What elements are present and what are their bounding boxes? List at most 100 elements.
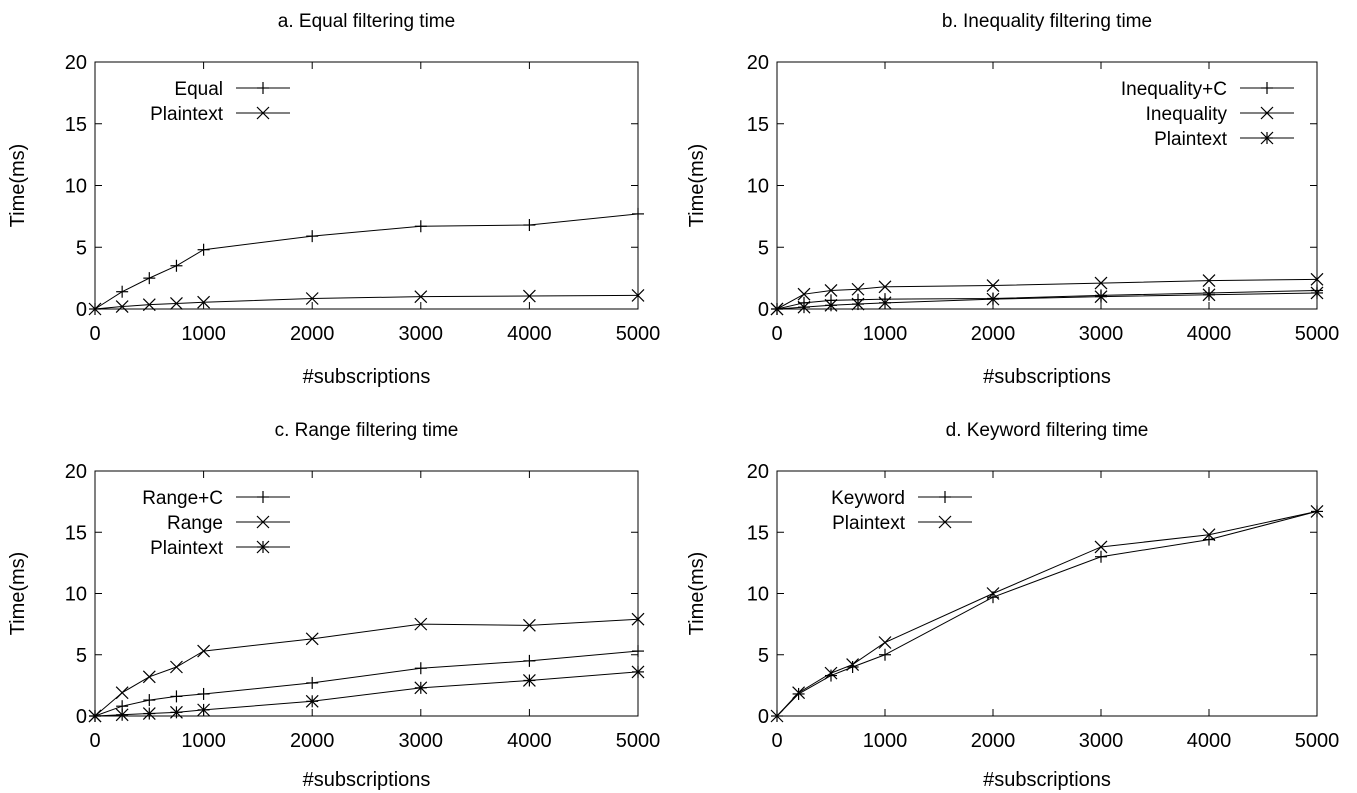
data-point [631, 665, 645, 679]
legend-entry: Range [167, 513, 290, 534]
x-tick-label: 4000 [1187, 730, 1232, 752]
x-tick-label: 1000 [181, 323, 226, 345]
data-point [851, 282, 865, 296]
x-tick-label: 4000 [1187, 323, 1232, 345]
data-point [879, 648, 891, 661]
legend-entry: Plaintext [1154, 129, 1294, 150]
legend-marker [257, 491, 269, 503]
series-line [776, 510, 1318, 717]
legend: Equal Plaintext [150, 79, 290, 125]
x-tick-label: 2000 [971, 730, 1016, 752]
y-tick-label: 15 [65, 114, 87, 136]
series-line [776, 510, 1318, 717]
series-2 [88, 612, 645, 723]
series-3 [88, 665, 645, 723]
data-point [197, 687, 210, 700]
x-tick-label: 4000 [507, 730, 552, 752]
data-point [522, 674, 536, 687]
legend-label: Equal [174, 79, 223, 100]
data-point [1203, 533, 1215, 546]
chart-panel-b: b. Inequality filtering time 0 5 10 15 20 0 100… [686, 11, 1339, 388]
chart-panel-d: d. Keyword filtering time 0 5 10 15 20 0 1000 20… [686, 420, 1339, 791]
legend-label: Plaintext [1154, 129, 1228, 150]
data-point [1310, 286, 1324, 300]
data-point [770, 709, 784, 723]
y-tick-label: 15 [747, 114, 769, 136]
data-point [1310, 505, 1324, 518]
data-point [522, 289, 536, 303]
legend-entry: Inequality [1146, 104, 1294, 125]
y-tick-label: 20 [747, 461, 769, 483]
legend-entry: Equal [174, 79, 290, 100]
legend: Inequality+C Inequality Plaintext [1121, 79, 1294, 150]
data-point [306, 676, 319, 689]
legend: Range+C Range Plaintext [142, 488, 290, 559]
series-line [94, 294, 639, 310]
x-axis-label: #subscriptions [983, 366, 1111, 388]
data-point [115, 300, 129, 313]
legend-marker [1260, 106, 1274, 120]
legend-marker [256, 515, 270, 529]
data-point [414, 290, 428, 304]
data-point [143, 694, 156, 707]
data-point [1202, 288, 1216, 302]
data-point [116, 285, 129, 298]
data-point [632, 645, 644, 658]
data-point [824, 284, 838, 297]
data-point [632, 207, 644, 220]
data-point [142, 707, 156, 720]
legend-entry: Plaintext [150, 104, 290, 125]
legend-entry: Keyword [831, 488, 972, 509]
legend-marker [256, 106, 270, 120]
data-point [414, 220, 427, 233]
chart-title: a. Equal filtering time [278, 11, 455, 32]
y-tick-label: 10 [65, 584, 87, 606]
data-point [986, 292, 1000, 306]
data-point [197, 703, 211, 717]
data-point [1202, 274, 1216, 288]
y-tick-label: 20 [747, 52, 769, 74]
series-3 [770, 286, 1324, 316]
x-tick-label: 3000 [399, 323, 444, 345]
y-tick-label: 10 [65, 176, 87, 198]
data-point [523, 654, 536, 667]
y-axis-label: Time(ms) [686, 552, 708, 636]
legend-label: Plaintext [150, 104, 224, 125]
x-axis-label: #subscriptions [303, 769, 431, 791]
data-point [170, 660, 183, 674]
y-tick-label: 0 [758, 706, 769, 728]
data-point [197, 243, 210, 256]
data-point [770, 302, 784, 316]
data-point [1202, 528, 1216, 542]
legend-entry: Range+C [142, 488, 290, 509]
series-1 [771, 505, 1323, 722]
x-tick-label: 0 [771, 730, 782, 752]
data-point [414, 617, 428, 631]
data-point [142, 298, 156, 312]
data-point [1094, 276, 1108, 290]
series-2 [88, 288, 645, 316]
legend-entry: Plaintext [832, 513, 972, 534]
legend-label: Plaintext [150, 538, 224, 559]
y-tick-label: 0 [76, 706, 87, 728]
y-tick-label: 10 [747, 584, 769, 606]
data-point [414, 681, 428, 695]
data-point [1094, 540, 1108, 554]
legend-label: Inequality+C [1121, 79, 1227, 100]
series-1 [89, 207, 644, 315]
data-point [797, 287, 811, 301]
x-tick-label: 1000 [863, 730, 908, 752]
data-point [197, 295, 211, 309]
x-tick-label: 2000 [290, 730, 335, 752]
data-point [414, 662, 427, 675]
x-tick-label: 3000 [1079, 730, 1124, 752]
data-point [846, 661, 859, 673]
x-tick-label: 1000 [863, 323, 908, 345]
series-line [94, 650, 639, 717]
data-point [1094, 290, 1108, 304]
data-point [792, 687, 805, 700]
x-tick-label: 4000 [507, 323, 552, 345]
x-tick-label: 5000 [616, 323, 661, 345]
data-point [631, 612, 645, 626]
